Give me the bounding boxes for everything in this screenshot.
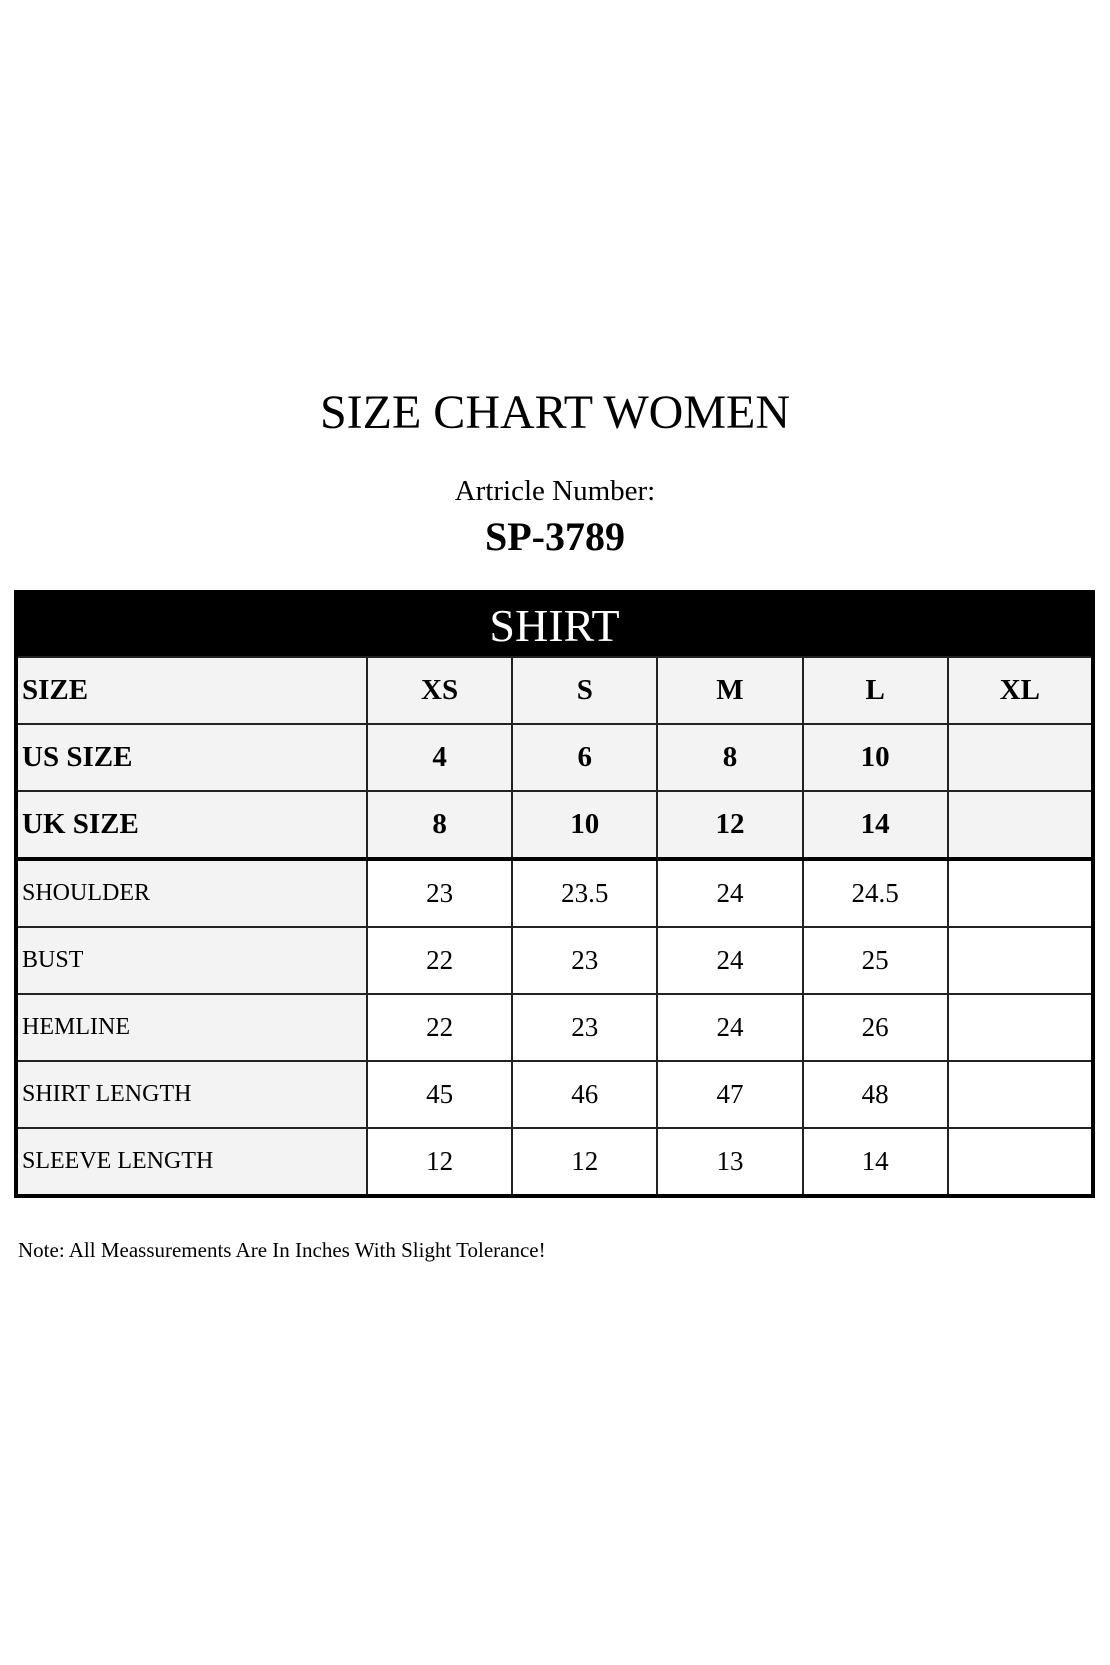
table-cell: M	[656, 656, 804, 725]
table-cell: 12	[656, 790, 804, 861]
row-label: US SIZE	[15, 723, 368, 792]
page-title: SIZE CHART WOMEN	[319, 386, 790, 439]
table-cell	[946, 858, 1095, 928]
table-cell: 23	[365, 858, 514, 928]
table-cell: 14	[801, 1127, 949, 1197]
table-cell	[946, 1127, 1095, 1197]
table-cell: 6	[511, 723, 659, 792]
table-cell: 23	[511, 993, 659, 1062]
row-label: SHIRT LENGTH	[15, 1060, 368, 1129]
size-row: UK SIZE 8 10 12 14	[15, 790, 1095, 861]
table-cell	[946, 993, 1095, 1062]
table-cell: S	[511, 656, 659, 725]
measurement-row: SHIRT LENGTH 45 46 47 48	[15, 1060, 1095, 1129]
measurement-row: HEMLINE 22 23 24 26	[15, 993, 1095, 1062]
table-cell: 13	[656, 1127, 804, 1197]
article-number: SP-3789	[485, 514, 625, 559]
table-cell	[946, 1060, 1095, 1129]
measurement-row: SLEEVE LENGTH 12 12 13 14	[15, 1127, 1095, 1197]
table-cell: 8	[365, 790, 514, 861]
table-cell: XS	[365, 656, 514, 725]
table-cell: L	[801, 656, 949, 725]
table-cell: 23	[511, 926, 659, 995]
table-cell	[946, 790, 1095, 861]
table-cell: 45	[365, 1060, 514, 1129]
table-cell	[946, 723, 1095, 792]
table-cell: 24.5	[801, 858, 949, 928]
table-cell: 24	[656, 926, 804, 995]
table-cell: 8	[656, 723, 804, 792]
table-cell: 23.5	[511, 858, 659, 928]
table-cell: 24	[656, 993, 804, 1062]
table-cell: 24	[656, 858, 804, 928]
table-cell: 10	[801, 723, 949, 792]
size-row: US SIZE 4 6 8 10	[15, 723, 1095, 792]
row-label: UK SIZE	[15, 790, 368, 861]
row-label: SIZE	[15, 656, 368, 725]
measurement-row: BUST 22 23 24 25	[15, 926, 1095, 995]
table-banner: SHIRT	[16, 592, 1093, 657]
article-number-label: Artricle Number:	[454, 475, 656, 507]
measurement-row: SHOULDER 23 23.5 24 24.5	[15, 858, 1095, 928]
row-label: SLEEVE LENGTH	[15, 1127, 368, 1197]
table-cell: 22	[365, 993, 514, 1062]
table-cell: 12	[365, 1127, 514, 1197]
table-cell: XL	[946, 656, 1095, 725]
table-cell: 46	[511, 1060, 659, 1129]
size-row: SIZE XS S M L XL	[15, 656, 1095, 725]
table-cell: 25	[801, 926, 949, 995]
table-cell: 26	[801, 993, 949, 1062]
row-label: BUST	[15, 926, 368, 995]
table-cell: 48	[801, 1060, 949, 1129]
size-chart-table: SHIRT SIZE XS S M L XL US SIZE 4 6 8 10 UK SIZE 8 10 1…	[14, 590, 1095, 1198]
row-label: SHOULDER	[15, 858, 368, 928]
table-cell: 4	[365, 723, 514, 792]
table-cell: 22	[365, 926, 514, 995]
measurement-note: Note: All Meassurements Are In Inches Wi…	[18, 1238, 546, 1262]
table-cell: 10	[511, 790, 659, 861]
row-label: HEMLINE	[15, 993, 368, 1062]
table-cell: 12	[511, 1127, 659, 1197]
table-cell	[946, 926, 1095, 995]
table-cell: 47	[656, 1060, 804, 1129]
table-cell: 14	[801, 790, 949, 861]
